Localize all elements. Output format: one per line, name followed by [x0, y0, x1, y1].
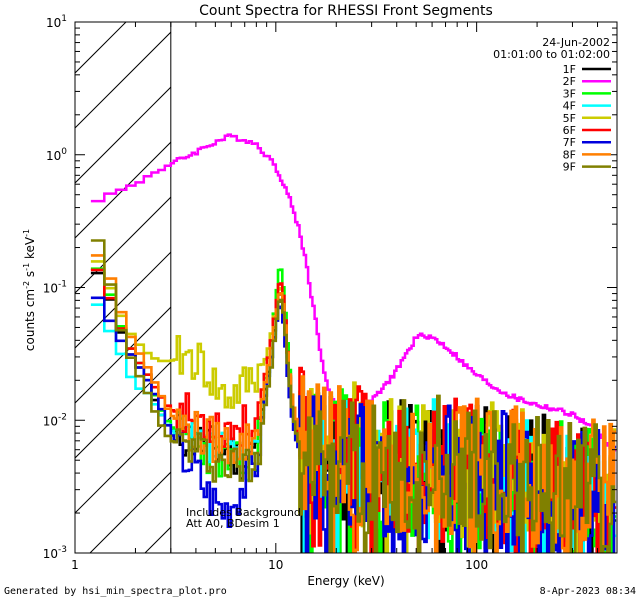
series-line-2f — [90, 133, 617, 452]
y-axis-label-mid: s — [23, 271, 37, 281]
y-axis-label-base: counts cm — [23, 289, 37, 351]
series-lines — [90, 133, 617, 553]
y-tick-label-exponent: -1 — [58, 280, 67, 290]
date-label: 24-Jun-2002 — [542, 36, 610, 49]
legend-label-4f: 4F — [563, 100, 576, 113]
x-tick-label: 1 — [71, 558, 79, 572]
y-tick-label-base: 10 — [43, 414, 58, 428]
series-line-5f — [90, 260, 617, 553]
y-tick-label: 10-2 — [43, 412, 67, 428]
y-tick-label-base: 10 — [43, 547, 58, 561]
legend-label-6f: 6F — [563, 124, 576, 137]
y-tick-label: 10-3 — [43, 545, 67, 561]
x-axis-label: Energy (keV) — [307, 574, 384, 588]
hatch-line — [75, 416, 171, 514]
legend-label-2f: 2F — [563, 75, 576, 88]
hatch-line — [75, 86, 171, 184]
legend-label-1f: 1F — [563, 63, 576, 76]
y-tick-label: 101 — [46, 14, 67, 30]
y-axis-label-exp1: -2 — [22, 281, 31, 289]
time-range-label: 01:01:00 to 01:02:00 — [493, 48, 610, 61]
legend-label-3f: 3F — [563, 87, 576, 100]
legend-label-5f: 5F — [563, 112, 576, 125]
x-tick-label: 10 — [268, 558, 283, 572]
y-tick-label: 10-1 — [43, 280, 67, 296]
y-tick-label: 100 — [46, 147, 67, 163]
legend-label-9f: 9F — [563, 161, 576, 174]
annotation-attenuator: Att A0, BDesim 1 — [186, 517, 280, 530]
y-axis-label: counts cm-2 s-1 keV-1 — [22, 229, 37, 351]
y-tick-label-exponent: -3 — [58, 545, 67, 555]
y-axis-label-exp2: -1 — [22, 263, 31, 271]
footer-generated-by: Generated by hsi_min_spectra_plot.pro — [4, 586, 227, 597]
y-axis-label-end: keV — [23, 236, 37, 263]
chart-title: Count Spectra for RHESSI Front Segments — [199, 3, 493, 19]
y-tick-label-base: 10 — [46, 149, 61, 163]
annotation-background: Includes Background — [186, 506, 301, 519]
legend-label-7f: 7F — [563, 136, 576, 149]
hatch-line — [75, 251, 171, 349]
x-tick-label: 100 — [465, 558, 488, 572]
hatch-line — [75, 31, 171, 129]
y-tick-label-exponent: 0 — [61, 147, 67, 157]
y-tick-label-exponent: 1 — [61, 14, 67, 24]
series-line-9f — [90, 239, 617, 553]
y-tick-label-base: 10 — [43, 282, 58, 296]
legend-label-8f: 8F — [563, 148, 576, 161]
footer-timestamp: 8-Apr-2023 08:34 — [540, 586, 636, 597]
y-axis-label-exp3: -1 — [22, 229, 31, 237]
y-tick-label-exponent: -2 — [58, 412, 67, 422]
y-tick-label-base: 10 — [46, 16, 61, 30]
